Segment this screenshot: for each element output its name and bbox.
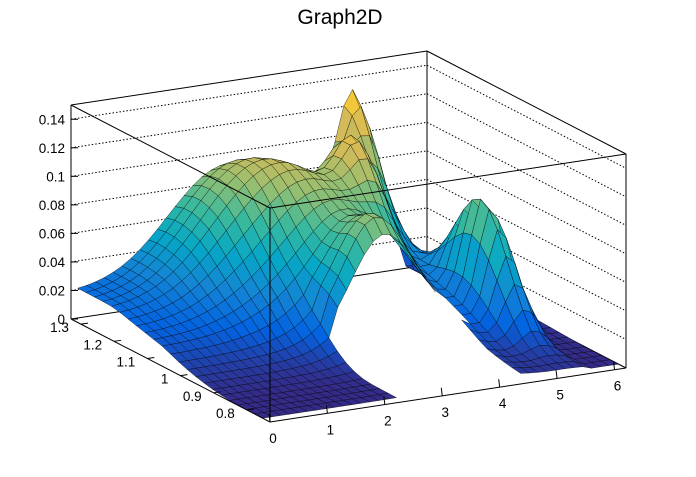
- frame-back-top-edge: [70, 50, 428, 106]
- y-axis: 0.8 0.9 1 1.1 1.2 1.3: [50, 320, 254, 421]
- surface-mesh: [77, 89, 619, 419]
- x-tick-label: 2: [384, 414, 392, 429]
- y-tick: [246, 408, 254, 411]
- x-tick-label: 1: [327, 422, 335, 437]
- frame-back: [70, 50, 627, 369]
- z-gridline-right: [426, 64, 627, 169]
- y-tick: [114, 339, 122, 342]
- y-tick-label: 1.2: [83, 337, 102, 352]
- frame-left-floor-edge: [70, 318, 271, 423]
- z-axis: 0 0.02 0.04 0.06 0.08 0.1 0.12 0.14: [39, 105, 78, 327]
- x-axis: 0 1 2 3 4 5 6: [268, 361, 622, 446]
- x-tick: [498, 379, 501, 388]
- z-tick-label: 0.08: [39, 198, 65, 213]
- y-tick: [147, 356, 155, 359]
- y-tick-label: 1: [161, 372, 169, 387]
- y-tick: [180, 374, 188, 377]
- z-gridline-back: [70, 207, 428, 263]
- y-tick-label: 0.9: [183, 389, 202, 404]
- frame-front-top-edge: [269, 153, 627, 209]
- x-tick-label: 4: [499, 396, 507, 411]
- z-gridline-right: [426, 236, 627, 340]
- z-gridline-right: [426, 150, 627, 255]
- y-tick-label: 1.1: [117, 354, 136, 369]
- y-tick-label: 0.8: [216, 406, 235, 421]
- x-tick-label: 6: [614, 379, 622, 394]
- x-tick: [325, 405, 328, 414]
- z-tick-label: 0: [57, 312, 65, 327]
- chart-title: Graph2D: [297, 6, 382, 29]
- frame-front-floor-edge: [269, 367, 627, 423]
- z-gridline-back: [70, 93, 428, 149]
- frame-left-top-edge: [70, 104, 271, 209]
- z-tick-label: 0.1: [46, 169, 65, 184]
- z-gridline-back: [70, 121, 428, 177]
- x-tick: [555, 370, 558, 379]
- z-gridline-back: [70, 150, 428, 206]
- y-tick: [80, 322, 89, 325]
- z-tick-label: 0.12: [39, 141, 65, 156]
- z-gridline-right: [426, 207, 627, 312]
- x-tick: [613, 361, 616, 370]
- z-tick-label: 0.04: [39, 255, 66, 270]
- y-tick-label: 1.3: [50, 320, 69, 335]
- x-tick: [268, 413, 271, 423]
- z-gridline-right: [426, 93, 627, 198]
- z-tick-label: 0.14: [39, 112, 66, 127]
- x-tick: [383, 396, 386, 405]
- frame-right-top-edge: [426, 50, 627, 155]
- x-tick: [440, 387, 443, 396]
- y-tick: [213, 391, 221, 394]
- z-tick-label: 0.02: [39, 283, 65, 298]
- z-gridline-right: [426, 178, 627, 283]
- x-tick-label: 3: [442, 405, 450, 420]
- surface-cell: [378, 392, 397, 400]
- z-gridline-right: [426, 121, 627, 226]
- x-tick-label: 0: [269, 431, 277, 446]
- z-tick-label: 0.06: [39, 226, 65, 241]
- x-tick-label: 5: [556, 387, 564, 402]
- z-gridline-back: [70, 64, 428, 120]
- surface-cell: [417, 266, 436, 293]
- frame-front: [70, 104, 627, 423]
- z-gridline-back: [70, 178, 428, 234]
